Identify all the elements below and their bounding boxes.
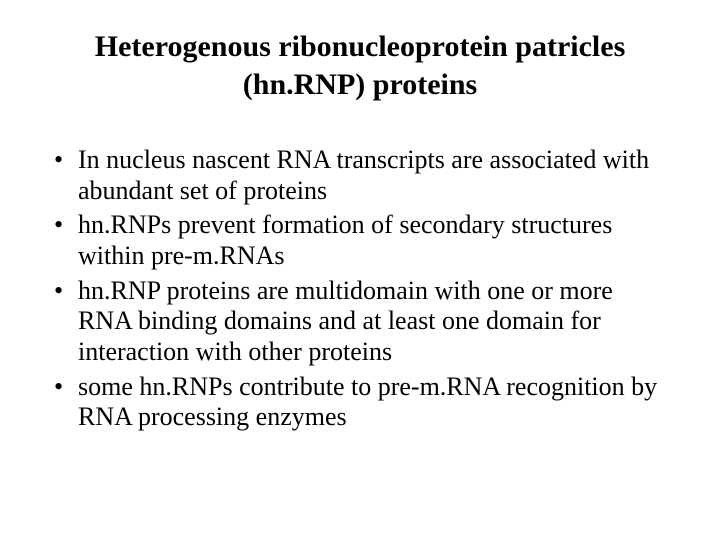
bullet-text: In nucleus nascent RNA transcripts are a… <box>78 145 649 205</box>
bullet-text: some hn.RNPs contribute to pre-m.RNA rec… <box>78 372 657 432</box>
slide-title: Heterogenous ribonucleoprotein patricles… <box>80 28 640 103</box>
bullet-list: In nucleus nascent RNA transcripts are a… <box>40 145 680 433</box>
bullet-item: hn.RNP proteins are multidomain with one… <box>50 276 670 368</box>
bullet-item: In nucleus nascent RNA transcripts are a… <box>50 145 670 206</box>
title-line-1: Heterogenous ribonucleoprotein patricles <box>95 30 626 63</box>
bullet-item: some hn.RNPs contribute to pre-m.RNA rec… <box>50 372 670 433</box>
bullet-text: hn.RNPs prevent formation of secondary s… <box>78 210 612 270</box>
bullet-text: hn.RNP proteins are multidomain with one… <box>78 276 613 366</box>
title-line-2: (hn.RNP) proteins <box>243 68 477 101</box>
bullet-item: hn.RNPs prevent formation of secondary s… <box>50 210 670 271</box>
slide: Heterogenous ribonucleoprotein patricles… <box>0 0 720 540</box>
